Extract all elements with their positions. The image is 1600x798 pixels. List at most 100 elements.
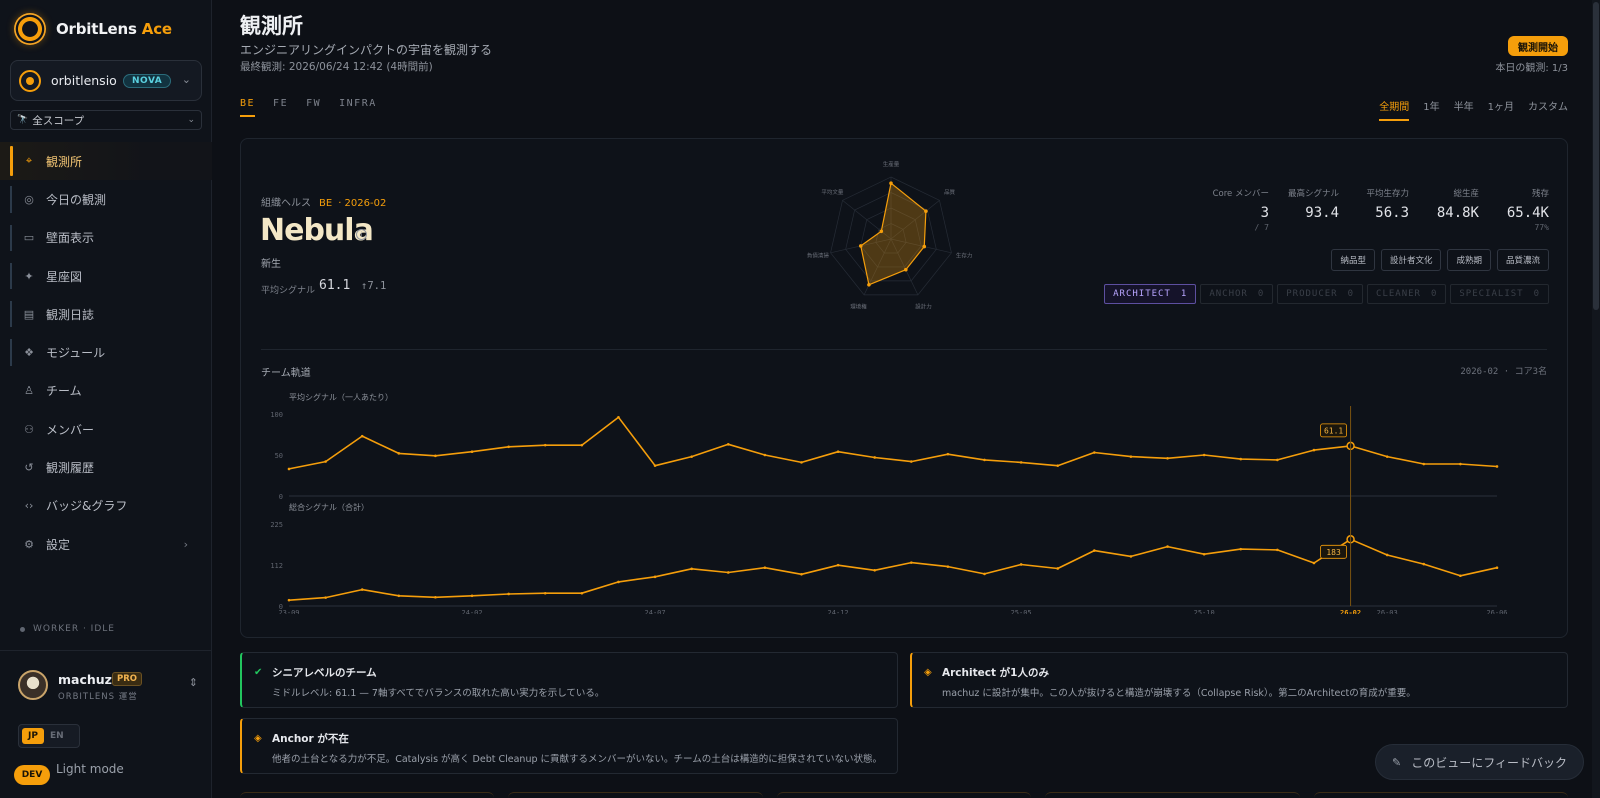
insight-card[interactable]: ✔ シニアレベルのチーム ミドルレベル: 61.1 — 7軸すべてでバランスの取れた…	[240, 652, 898, 708]
x-tick-label: 26-02	[1340, 609, 1361, 614]
language-toggle[interactable]: JP EN	[18, 724, 80, 748]
scrollbar[interactable]	[1592, 0, 1600, 798]
chevron-updown-icon: ⇕	[188, 676, 198, 689]
avatar	[18, 670, 48, 700]
insight-card[interactable]: ◈ Architect が1人のみ machuz に設計が集中。この人が抜けると構造…	[910, 652, 1568, 708]
data-point	[507, 592, 510, 596]
data-point	[543, 591, 547, 595]
data-point	[1056, 567, 1060, 570]
data-point	[1276, 548, 1279, 552]
role-label: CLEANER	[1376, 289, 1421, 299]
sidebar-item-label: 星座図	[46, 269, 83, 284]
feedback-icon: ✎	[1392, 755, 1402, 769]
warning-diamond-icon: ◈	[254, 733, 262, 744]
period-tab[interactable]: 1年	[1423, 102, 1440, 113]
sidebar-item[interactable]: ⚙ 設定 ›	[0, 525, 212, 563]
culture-tag[interactable]: 品質濃流	[1496, 249, 1549, 271]
data-point	[617, 580, 620, 584]
data-point	[1019, 563, 1023, 566]
data-point	[946, 452, 950, 456]
stat-value: 56.3	[1375, 205, 1409, 221]
sidebar-item[interactable]: ↺ 観測履歴	[0, 448, 212, 486]
period-tab[interactable]: 半年	[1453, 102, 1474, 113]
role-filter[interactable]: ARCHITECT 1	[1104, 284, 1197, 304]
sidebar-item[interactable]: ⌖ 観測所	[0, 142, 212, 181]
data-point	[690, 455, 693, 458]
y-tick-label: 112	[270, 562, 283, 570]
data-point	[763, 566, 767, 570]
tab[interactable]: BE	[240, 98, 256, 117]
scope-select[interactable]: 🔭 全スコープ ⌄	[10, 110, 202, 130]
health-phase: 新生	[261, 259, 281, 270]
feedback-button[interactable]: ✎ このビューにフィードバック	[1375, 744, 1584, 780]
start-observation-button[interactable]: 観測開始	[1508, 36, 1568, 56]
period-tab[interactable]: 全期間	[1379, 98, 1410, 121]
stats-row: Core メンバー 3 / 7 最高シグナル 93.4 平均生存力 56.3 総生産 84.8K…	[1185, 187, 1549, 232]
radar-point	[879, 229, 884, 234]
data-point	[800, 461, 803, 464]
radar-axis-label: 負債清掃	[807, 252, 830, 260]
user-name: machuz	[58, 672, 112, 687]
sidebar-item[interactable]: ❖ モジュール	[0, 333, 212, 371]
radar-point	[903, 267, 908, 272]
telescope-icon: 🔭	[17, 115, 29, 125]
dev-badge[interactable]: DEV	[14, 765, 50, 785]
insight-card[interactable]: ◈ Anchor が不在 他者の土台となる力が不足。Catalysis が高く De…	[240, 718, 898, 774]
info-icon[interactable]: i	[356, 229, 367, 240]
y-tick-label: 0	[279, 603, 283, 611]
sidebar-item[interactable]: ⚇ メンバー	[0, 410, 212, 448]
stat: 平均生存力 56.3	[1339, 187, 1409, 232]
x-tick-label: 25-10	[1194, 609, 1215, 614]
culture-tag[interactable]: 納品型	[1331, 249, 1375, 271]
org-switcher[interactable]: orbitlensio NOVA ⌄	[10, 60, 202, 101]
light-mode-toggle[interactable]: Light mode	[56, 762, 124, 776]
code-icon: ‹›	[24, 499, 34, 513]
y-tick-label: 100	[270, 411, 283, 419]
scope-tabs: BE FE FW INFRA	[240, 98, 377, 117]
role-filter[interactable]: ANCHOR 0	[1200, 284, 1274, 304]
role-filter[interactable]: PRODUCER 0	[1277, 284, 1364, 304]
insight-title: Architect が1人のみ	[942, 667, 1049, 679]
brand[interactable]: OrbitLens Ace	[14, 12, 172, 46]
culture-tag[interactable]: 設計者文化	[1380, 249, 1442, 271]
radar-axis-label: 設計力	[915, 303, 932, 311]
user-menu[interactable]: machuz PRO ORBITLENS 運営 ⇕	[18, 668, 198, 704]
tab[interactable]: INFRA	[339, 98, 377, 109]
data-point	[910, 460, 913, 463]
plan-badge: NOVA	[123, 74, 172, 88]
sidebar-item[interactable]: ▭ 壁面表示	[0, 219, 212, 257]
stat-label: 残存	[1531, 189, 1549, 199]
radar-axis	[890, 200, 940, 240]
data-point	[1459, 574, 1462, 578]
culture-tag[interactable]: 成熟期	[1447, 249, 1491, 271]
data-point	[653, 575, 657, 579]
data-point	[1422, 462, 1426, 466]
sidebar-item-label: 壁面表示	[46, 231, 95, 246]
radar-grid	[875, 223, 907, 254]
data-point	[1129, 455, 1133, 458]
role-filters: ARCHITECT 1 ANCHOR 0 PRODUCER 0 CLEANER 0 SPECIA…	[1104, 284, 1549, 304]
role-filter[interactable]: SPECIALIST 0	[1450, 284, 1549, 304]
lang-jp[interactable]: JP	[22, 728, 44, 744]
tab[interactable]: FE	[273, 98, 289, 109]
sidebar-item[interactable]: ◎ 今日の観測	[0, 180, 212, 218]
x-tick-label: 24-07	[645, 609, 666, 614]
role-count: 0	[1533, 289, 1540, 299]
period-tabs: 全期間 1年 半年 1ヶ月 カスタム	[1379, 98, 1568, 121]
tab[interactable]: FW	[306, 98, 322, 109]
sidebar-item[interactable]: ‹› バッジ&グラフ	[0, 487, 212, 525]
sidebar-item-label: メンバー	[46, 422, 95, 437]
period-tab[interactable]: カスタム	[1528, 102, 1568, 113]
period-tab[interactable]: 1ヶ月	[1487, 102, 1514, 113]
journal-icon: ▤	[23, 307, 35, 321]
lang-en[interactable]: EN	[49, 731, 64, 741]
stat-sub: / 7	[1254, 223, 1269, 232]
sidebar-item[interactable]: ♙ チーム	[0, 372, 212, 410]
stat-label: Core メンバー	[1212, 189, 1269, 199]
series-line	[288, 416, 1498, 470]
data-point	[1239, 457, 1243, 461]
role-filter[interactable]: CLEANER 0	[1367, 284, 1447, 304]
sidebar-item[interactable]: ▤ 観測日誌	[0, 295, 212, 333]
sidebar-item[interactable]: ✦ 星座図	[0, 257, 212, 295]
